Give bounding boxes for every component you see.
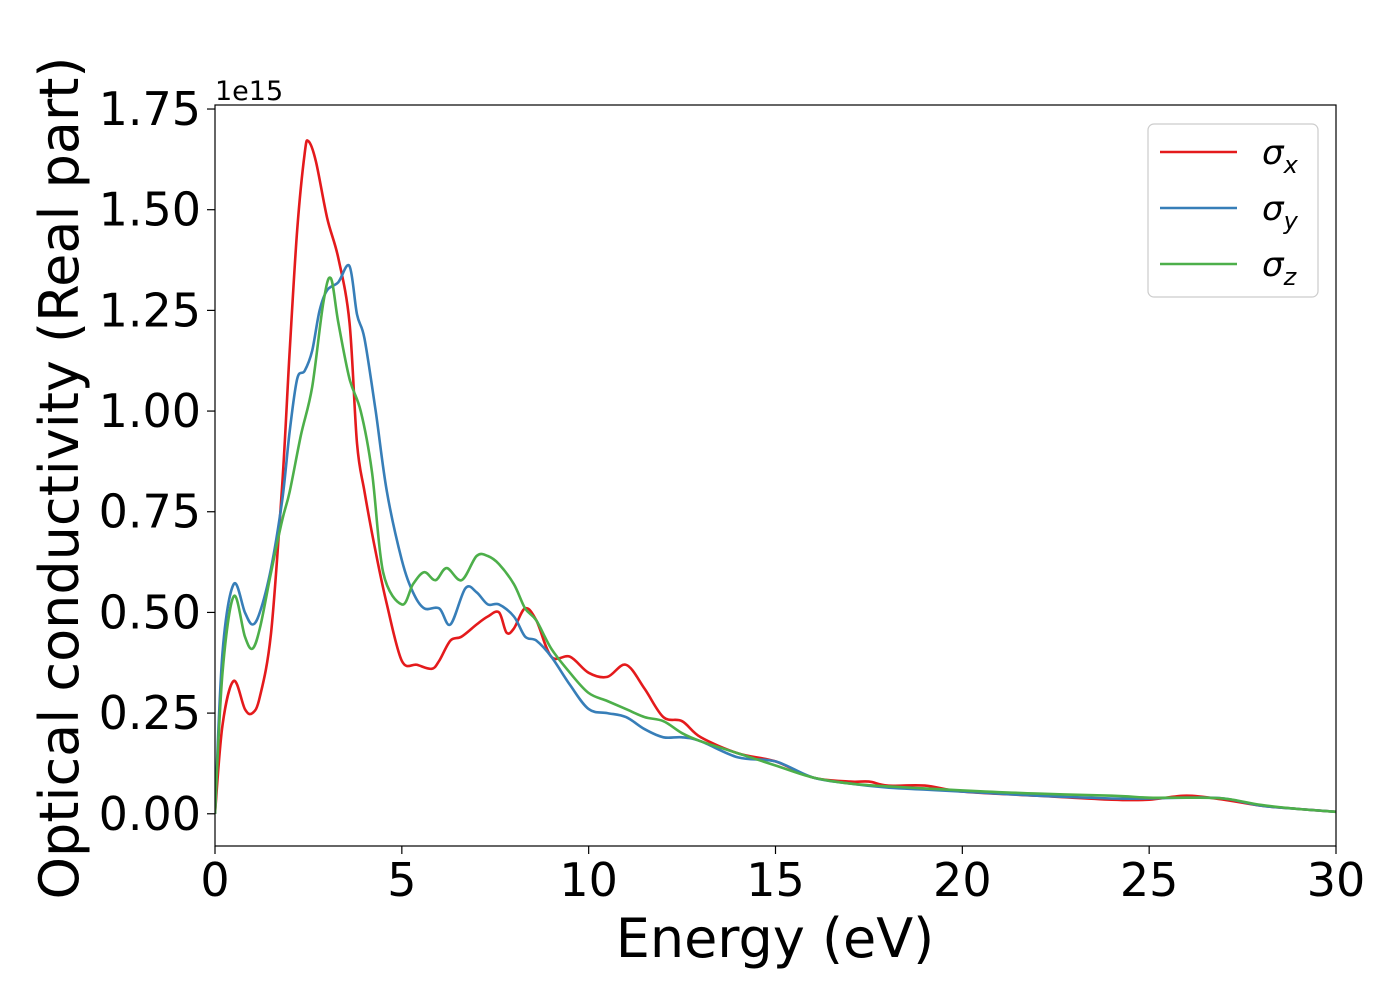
x-tick-label: 0 — [200, 853, 229, 907]
y-tick-label: 0.00 — [99, 787, 201, 841]
x-tick-label: 10 — [559, 853, 618, 907]
y-offset-label: 1e15 — [215, 76, 283, 107]
x-axis: 0 5 10 15 20 25 30 — [200, 846, 1365, 907]
x-tick-label: 25 — [1120, 853, 1179, 907]
legend-label-z: σz — [1262, 245, 1298, 291]
legend-label-y: σy — [1262, 189, 1299, 235]
x-tick-label: 20 — [933, 853, 992, 907]
series-layer — [215, 139, 1336, 814]
y-axis-label: Optical conductivity (Real part) — [28, 57, 91, 900]
x-axis-label: Energy (eV) — [616, 907, 935, 970]
y-tick-label: 1.75 — [99, 82, 201, 136]
y-axis: 0.00 0.25 0.50 0.75 1.00 1.25 1.50 1.75 — [99, 82, 215, 841]
y-tick-label: 0.25 — [99, 686, 201, 740]
legend-label-x: σx — [1262, 133, 1299, 179]
y-tick-label: 1.25 — [99, 283, 201, 337]
series-line-z — [215, 276, 1336, 814]
x-tick-label: 30 — [1307, 853, 1366, 907]
y-tick-label: 0.50 — [99, 585, 201, 639]
legend: σx σy σz — [1147, 123, 1319, 298]
legend-box — [1147, 123, 1319, 298]
x-tick-label: 5 — [387, 853, 416, 907]
y-tick-label: 0.75 — [99, 485, 201, 539]
y-tick-label: 1.50 — [99, 183, 201, 237]
y-tick-label: 1.00 — [99, 384, 201, 438]
x-tick-label: 15 — [746, 853, 805, 907]
